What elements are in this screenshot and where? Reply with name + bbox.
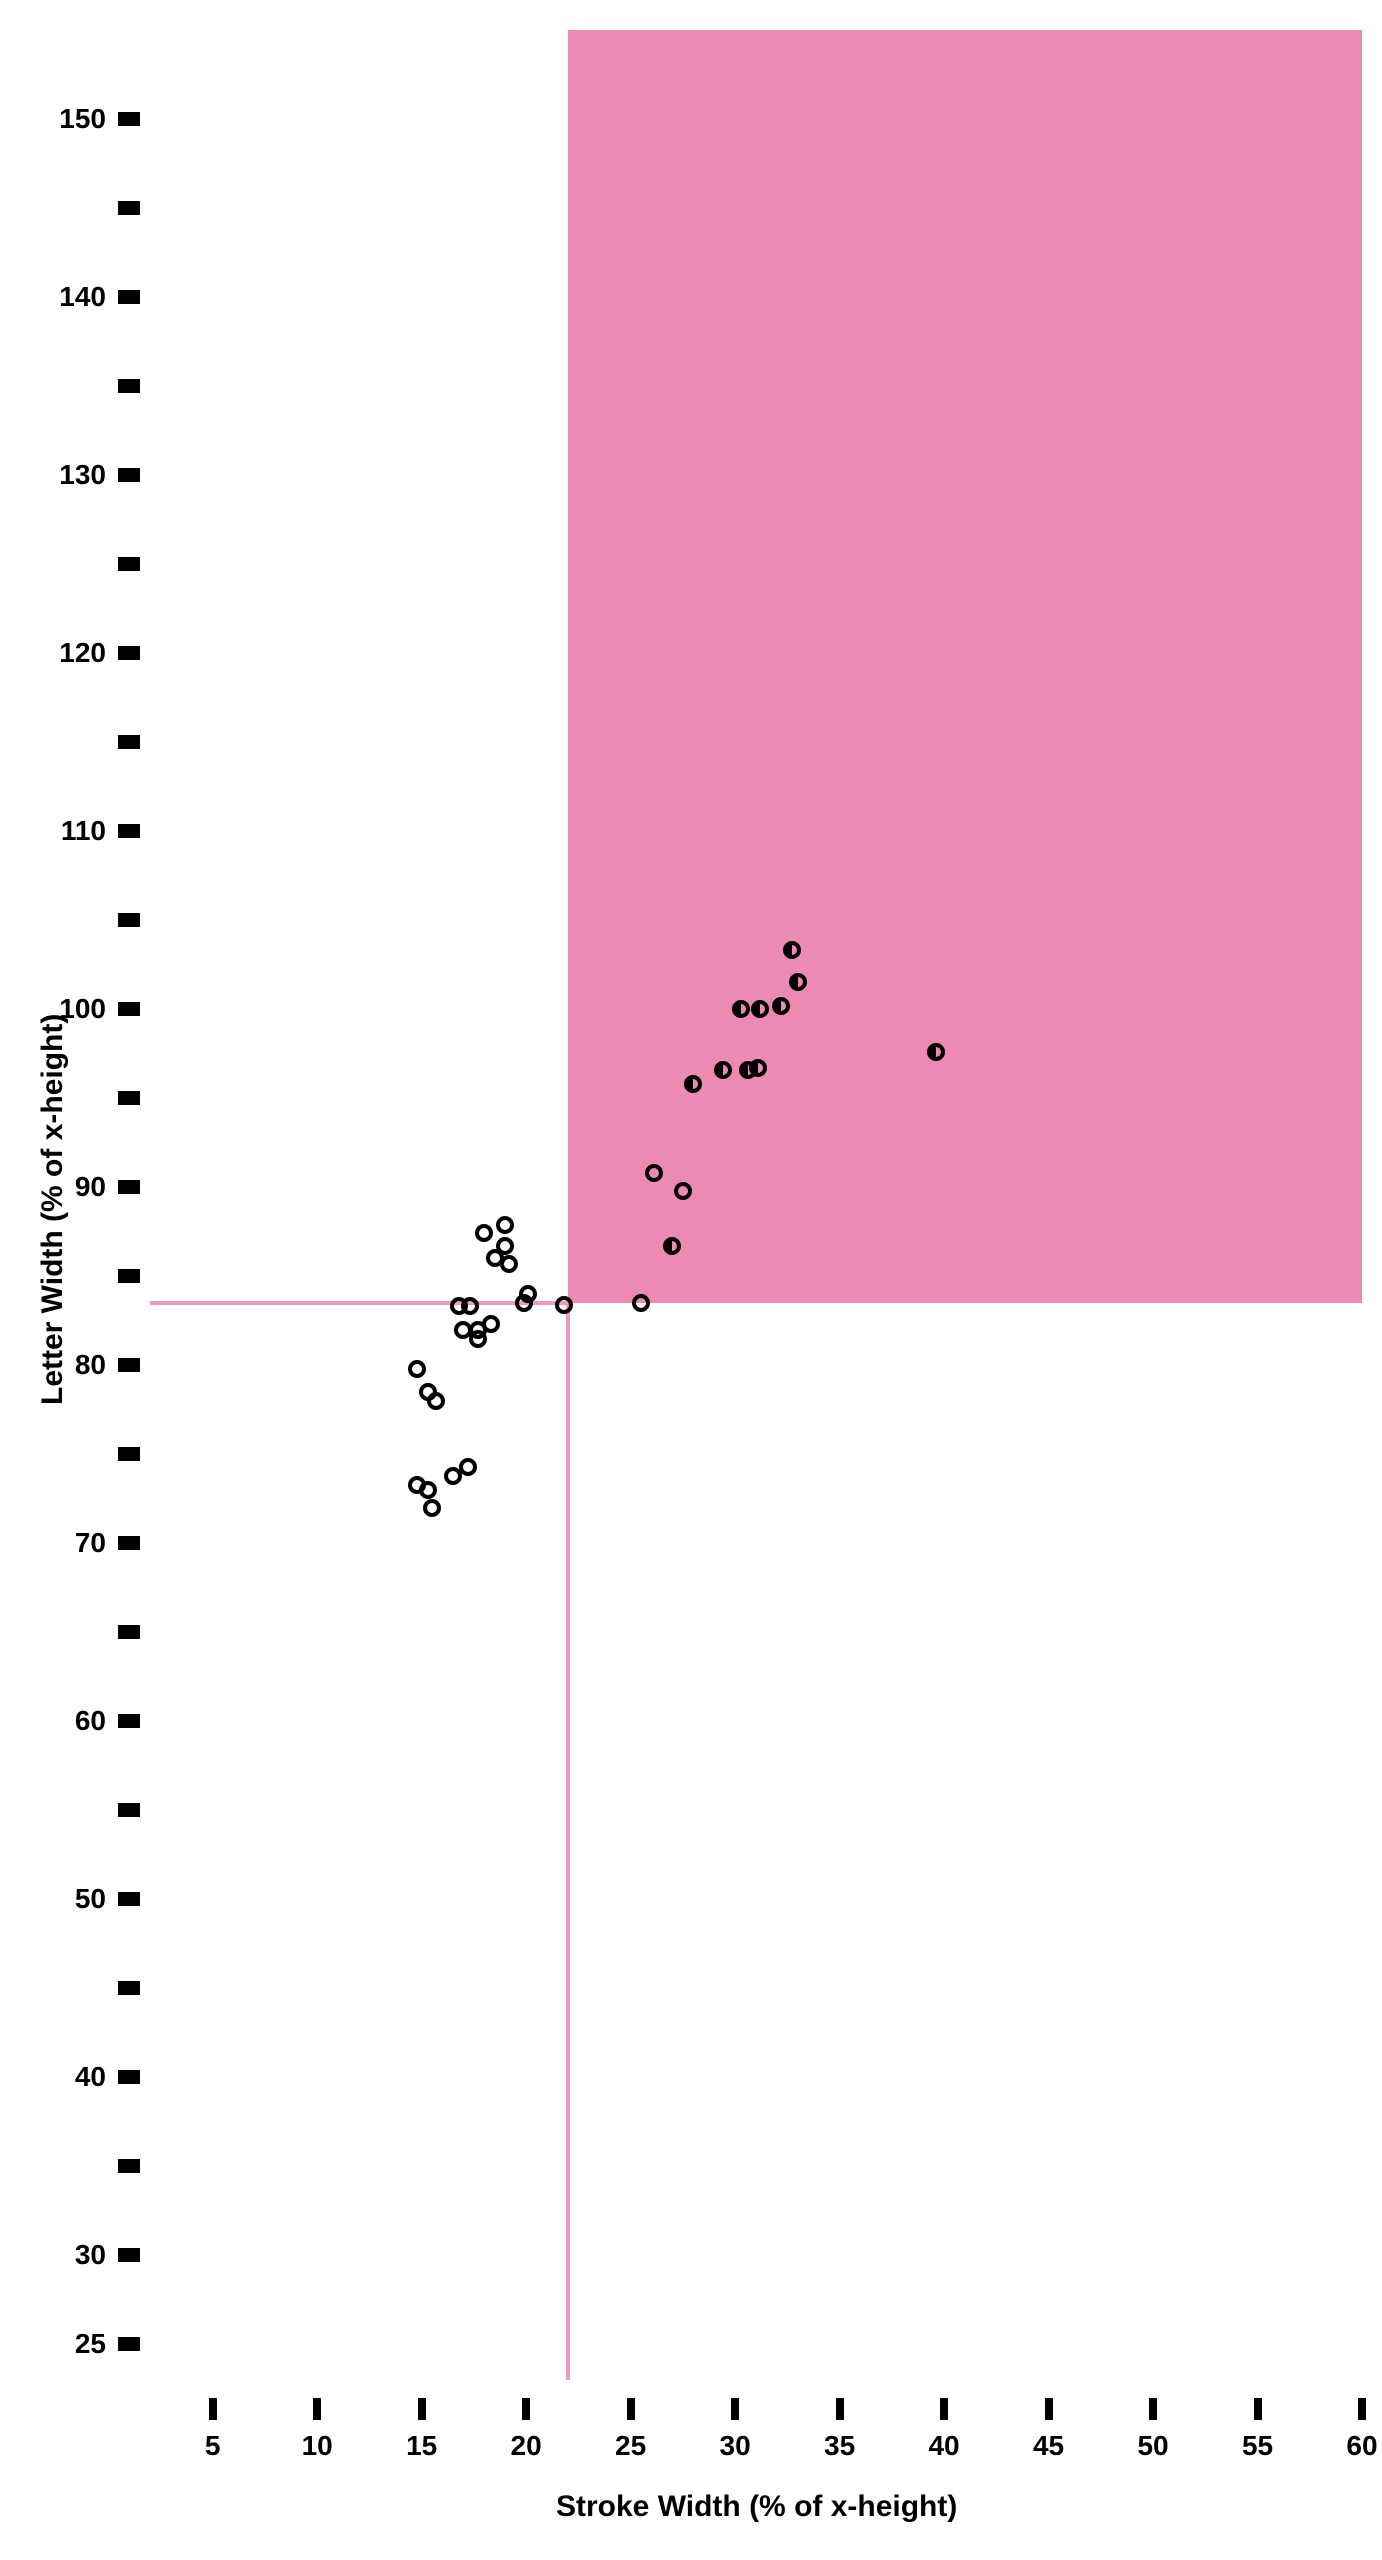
x-tick-mark [209, 2398, 217, 2420]
y-tick-label: 80 [75, 1349, 106, 1381]
x-tick-label: 45 [1033, 2430, 1064, 2462]
data-point [423, 1499, 441, 1517]
y-tick-mark [118, 824, 140, 838]
data-point [469, 1330, 487, 1348]
y-tick-mark [118, 557, 140, 571]
x-tick-mark [836, 2398, 844, 2420]
data-point [749, 1059, 767, 1077]
data-point [496, 1237, 514, 1255]
x-tick-label: 5 [205, 2430, 221, 2462]
x-tick-mark [418, 2398, 426, 2420]
data-point [427, 1392, 445, 1410]
x-tick-label: 40 [928, 2430, 959, 2462]
x-tick-label: 25 [615, 2430, 646, 2462]
x-tick-mark [1149, 2398, 1157, 2420]
y-tick-mark [118, 1091, 140, 1105]
plot-area [150, 30, 1362, 2380]
reference-line-horizontal [150, 1301, 568, 1305]
data-point [519, 1285, 537, 1303]
y-tick-mark [118, 2070, 140, 2084]
y-tick-mark [118, 379, 140, 393]
x-tick-mark [627, 2398, 635, 2420]
y-tick-mark [118, 1269, 140, 1283]
x-tick-label: 10 [302, 2430, 333, 2462]
data-point [475, 1224, 493, 1242]
data-point [496, 1216, 514, 1234]
y-tick-label: 50 [75, 1883, 106, 1915]
y-tick-mark [118, 2337, 140, 2351]
y-tick-label: 60 [75, 1705, 106, 1737]
data-point [632, 1294, 650, 1312]
y-tick-mark [118, 1180, 140, 1194]
y-axis-label: Letter Width (% of x-height) [36, 1014, 70, 1405]
x-tick-mark [1358, 2398, 1366, 2420]
data-point [645, 1164, 663, 1182]
x-tick-label: 20 [511, 2430, 542, 2462]
y-tick-mark [118, 1536, 140, 1550]
y-tick-mark [118, 1447, 140, 1461]
y-tick-mark [118, 646, 140, 660]
highlight-quadrant [568, 30, 1362, 1303]
y-tick-mark [118, 1358, 140, 1372]
y-tick-label: 90 [75, 1171, 106, 1203]
x-tick-mark [731, 2398, 739, 2420]
data-point [459, 1458, 477, 1476]
y-tick-label: 30 [75, 2239, 106, 2271]
y-tick-label: 25 [75, 2328, 106, 2360]
data-point [772, 997, 790, 1015]
y-tick-mark [118, 2248, 140, 2262]
y-tick-label: 70 [75, 1527, 106, 1559]
x-axis-label: Stroke Width (% of x-height) [556, 2490, 957, 2524]
data-point [714, 1061, 732, 1079]
y-tick-mark [118, 201, 140, 215]
data-point [419, 1481, 437, 1499]
x-tick-mark [1254, 2398, 1262, 2420]
x-tick-label: 15 [406, 2430, 437, 2462]
y-tick-mark [118, 735, 140, 749]
x-tick-label: 55 [1242, 2430, 1273, 2462]
y-tick-mark [118, 1892, 140, 1906]
y-tick-mark [118, 1625, 140, 1639]
data-point [674, 1182, 692, 1200]
y-tick-mark [118, 2159, 140, 2173]
y-tick-label: 150 [59, 103, 106, 135]
data-point [663, 1237, 681, 1255]
y-tick-label: 40 [75, 2061, 106, 2093]
data-point [783, 941, 801, 959]
y-tick-label: 130 [59, 459, 106, 491]
data-point [732, 1000, 750, 1018]
y-tick-label: 110 [61, 815, 106, 847]
y-tick-mark [118, 1002, 140, 1016]
y-tick-mark [118, 468, 140, 482]
data-point [408, 1360, 426, 1378]
x-tick-label: 35 [824, 2430, 855, 2462]
y-tick-mark [118, 290, 140, 304]
x-tick-mark [313, 2398, 321, 2420]
data-point [461, 1297, 479, 1315]
y-tick-mark [118, 112, 140, 126]
y-tick-label: 120 [59, 637, 106, 669]
data-point [500, 1255, 518, 1273]
x-tick-label: 50 [1137, 2430, 1168, 2462]
x-tick-mark [1045, 2398, 1053, 2420]
x-tick-mark [522, 2398, 530, 2420]
reference-line-vertical [566, 1303, 570, 2380]
y-tick-mark [118, 1803, 140, 1817]
y-tick-label: 100 [59, 993, 106, 1025]
y-tick-label: 140 [59, 281, 106, 313]
data-point [555, 1296, 573, 1314]
data-point [927, 1043, 945, 1061]
data-point [789, 973, 807, 991]
scatter-chart: Stroke Width (% of x-height) Letter Widt… [0, 0, 1382, 2560]
data-point [751, 1000, 769, 1018]
x-tick-label: 60 [1346, 2430, 1377, 2462]
y-tick-mark [118, 1981, 140, 1995]
data-point [482, 1315, 500, 1333]
x-tick-mark [940, 2398, 948, 2420]
y-tick-mark [118, 913, 140, 927]
y-tick-mark [118, 1714, 140, 1728]
x-tick-label: 30 [720, 2430, 751, 2462]
data-point [684, 1075, 702, 1093]
